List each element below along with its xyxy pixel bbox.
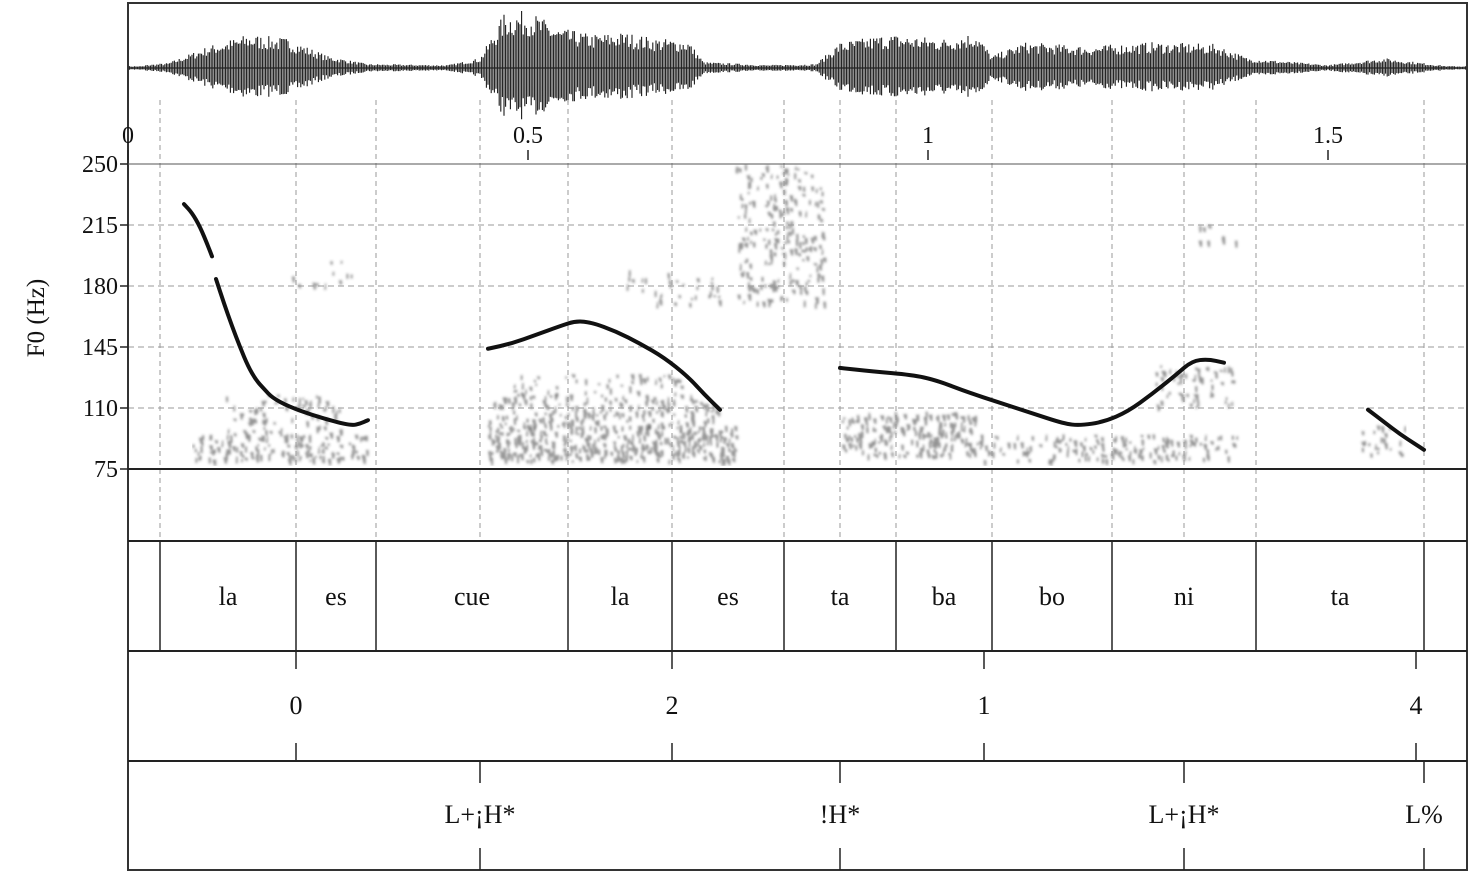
f0-segment — [486, 319, 722, 412]
f0-segment — [182, 202, 214, 259]
f0-segment — [1366, 407, 1426, 452]
spectrogram-energy — [841, 411, 978, 461]
syllable-label: la — [611, 582, 630, 611]
syllable-label: ba — [932, 582, 957, 611]
spectrogram-energy — [626, 270, 722, 309]
syllable-label: cue — [454, 582, 490, 611]
f0-curve — [182, 202, 1426, 452]
syllable-label: bo — [1039, 582, 1065, 611]
y-tick-label: 250 — [82, 152, 118, 178]
tone-label: L% — [1405, 800, 1443, 829]
y-tick-label: 145 — [82, 335, 118, 361]
syllable-label: es — [325, 582, 347, 611]
waveform — [127, 11, 1467, 120]
tone-label: L+¡H* — [445, 800, 516, 829]
time-tick-label: 0.5 — [513, 123, 543, 149]
spectrogram-energy — [488, 425, 739, 466]
spectrogram-energy — [1198, 225, 1238, 248]
spectrogram-energy — [976, 434, 1239, 466]
tone-label: !H* — [820, 800, 860, 829]
y-tick-label: 110 — [83, 396, 118, 422]
syllable-label: ta — [831, 582, 850, 611]
annotation-tiers: la es cue la es ta ba bo ni ta 0 2 1 4 L+¡H* !H* L+¡H* L% — [159, 541, 1443, 870]
break-index-label: 4 — [1410, 691, 1423, 720]
tone-label: L+¡H* — [1149, 800, 1220, 829]
outer-frame — [127, 2, 1468, 871]
spectrogram-energy — [1155, 365, 1236, 412]
break-index-label: 2 — [666, 691, 679, 720]
frames — [127, 2, 1468, 871]
spectrogram-energy — [1361, 425, 1407, 458]
y-tick-label: 180 — [82, 274, 118, 300]
f0-segment — [838, 357, 1226, 427]
spectrogram-energy — [735, 164, 827, 309]
y-axis-label: F0 (Hz) — [23, 279, 50, 357]
time-tick-label: 1 — [922, 123, 934, 149]
spectrogram-energy — [487, 394, 721, 433]
syllable-label: ta — [1331, 582, 1350, 611]
spectrogram-energy — [513, 374, 684, 398]
spectrogram-energy — [225, 394, 343, 440]
y-tick-label: 75 — [94, 457, 118, 483]
syllable-label: la — [219, 582, 238, 611]
y-axis: F0 (Hz) 75 110 145 180 215 250 — [23, 152, 128, 483]
time-axis: 0 0.5 1 1.5 — [122, 123, 1343, 160]
grid — [128, 100, 1467, 541]
break-index-label: 1 — [978, 691, 991, 720]
spectrogram — [192, 164, 1407, 466]
y-tick-label: 215 — [82, 213, 118, 239]
spectrogram-energy — [291, 260, 353, 290]
syllable-label: ni — [1174, 582, 1194, 611]
break-index-label: 0 — [290, 691, 303, 720]
waveform-trace — [127, 11, 1467, 120]
time-tick-label: 0 — [122, 123, 134, 149]
syllable-label: es — [717, 582, 739, 611]
f0-segment — [214, 277, 370, 427]
spectrogram-energy — [192, 434, 369, 466]
time-tick-label: 1.5 — [1313, 123, 1343, 149]
